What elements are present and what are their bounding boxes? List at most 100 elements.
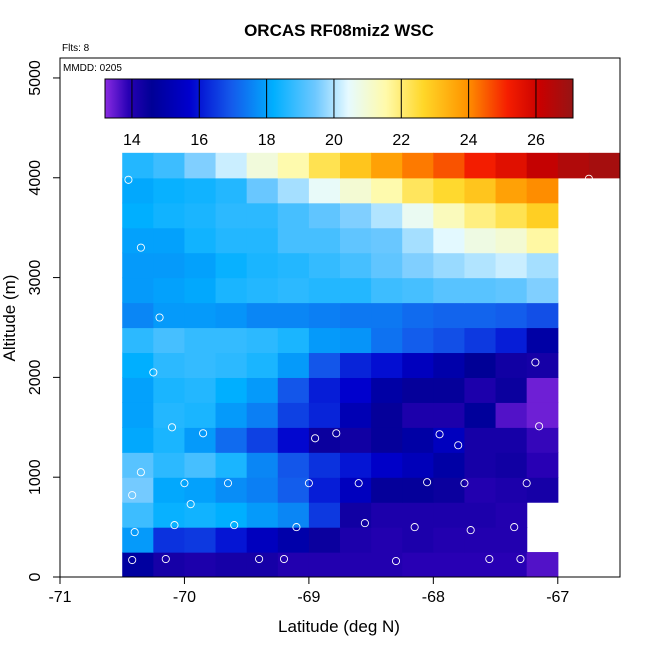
heatmap-cell: [215, 152, 248, 179]
heatmap-cell: [402, 327, 434, 354]
heatmap-cell: [184, 502, 217, 528]
heatmap-cell: [433, 202, 466, 229]
heatmap-cell: [277, 402, 310, 428]
heatmap-cell: [464, 427, 497, 453]
x-tick-label: -69: [297, 589, 320, 606]
sample-point: [149, 368, 158, 377]
sample-point: [311, 434, 320, 443]
heatmap-cell: [526, 177, 559, 204]
heatmap-cell: [246, 477, 279, 503]
sample-point: [155, 313, 164, 322]
heatmap-cell: [371, 177, 403, 204]
heatmap-cell: [464, 527, 497, 553]
heatmap-cell: [371, 552, 403, 577]
heatmap-cell: [464, 402, 497, 428]
heatmap-cell: [184, 452, 217, 478]
heatmap-cell: [246, 227, 279, 254]
heatmap-cell: [371, 202, 403, 229]
heatmap-cell: [184, 352, 217, 378]
y-tick-label: 2000: [27, 359, 44, 395]
heatmap-cell: [340, 202, 372, 229]
heatmap-cell: [308, 152, 341, 179]
heatmap-cell: [433, 377, 466, 403]
heatmap-cell: [277, 377, 310, 403]
heatmap-cell: [246, 502, 279, 528]
heatmap-cell: [526, 452, 559, 478]
heatmap-cell: [153, 227, 186, 254]
heatmap-cell: [402, 402, 434, 428]
heatmap-cell: [495, 327, 528, 354]
heatmap-cell: [153, 152, 186, 179]
flights-label: Flts: 8: [62, 43, 90, 54]
heatmap-cells: [122, 152, 620, 577]
heatmap-cell: [153, 202, 186, 229]
heatmap-cell: [433, 152, 466, 179]
colorbar-tick-label: 20: [325, 132, 343, 149]
heatmap-cell: [122, 452, 154, 478]
x-tick-label: -70: [173, 589, 196, 606]
heatmap-cell: [464, 477, 497, 503]
sample-point: [535, 422, 544, 431]
heatmap-cell: [308, 302, 341, 329]
heatmap-cell: [495, 427, 528, 453]
heatmap-cell: [308, 177, 341, 204]
heatmap-cell: [340, 302, 372, 329]
heatmap-cell: [464, 177, 497, 204]
heatmap-cell: [246, 427, 279, 453]
heatmap-cell: [371, 377, 403, 403]
heatmap-cell: [184, 327, 217, 354]
heatmap-cell: [153, 502, 186, 528]
y-tick-label: 1000: [27, 459, 44, 495]
sample-point: [136, 243, 145, 252]
heatmap-cell: [308, 277, 341, 304]
sample-point: [423, 478, 432, 487]
heatmap-cell: [340, 327, 372, 354]
heatmap-cell: [246, 402, 279, 428]
heatmap-cell: [433, 177, 466, 204]
sample-point: [531, 358, 540, 367]
y-tick-label: 4000: [27, 160, 44, 196]
heatmap-cell: [153, 352, 186, 378]
sample-point: [304, 479, 313, 488]
heatmap-cell: [122, 352, 154, 378]
heatmap-cell: [402, 502, 434, 528]
y-tick-label: 0: [27, 572, 44, 581]
sample-point: [136, 468, 145, 477]
heatmap-cell: [215, 427, 248, 453]
heatmap-cell: [215, 452, 248, 478]
heatmap-cell: [340, 552, 372, 577]
heatmap-cell: [184, 227, 217, 254]
heatmap-cell: [371, 427, 403, 453]
heatmap-cell: [340, 527, 372, 553]
heatmap-cell: [246, 302, 279, 329]
heatmap-cell: [277, 152, 310, 179]
heatmap-cell: [402, 352, 434, 378]
heatmap-cell: [277, 302, 310, 329]
heatmap-cell: [371, 327, 403, 354]
heatmap-cell: [464, 552, 497, 577]
x-axis-label: Latitude (deg N): [278, 617, 400, 636]
heatmap-cell: [308, 477, 341, 503]
heatmap-cell: [495, 352, 528, 378]
heatmap-cell: [402, 377, 434, 403]
heatmap-cell: [122, 252, 154, 279]
sample-point: [510, 523, 519, 532]
x-tick-label: -67: [546, 589, 569, 606]
heatmap-cell: [495, 552, 528, 577]
heatmap-cell: [433, 402, 466, 428]
heatmap-cell: [340, 502, 372, 528]
heatmap-cell: [495, 152, 528, 179]
heatmap-cell: [402, 277, 434, 304]
sample-point: [186, 500, 195, 509]
colorbar-tick-label: 26: [527, 132, 545, 149]
heatmap-cell: [277, 452, 310, 478]
heatmap-cell: [433, 252, 466, 279]
heatmap-cell: [340, 377, 372, 403]
sample-point: [522, 479, 531, 488]
heatmap-cell: [464, 202, 497, 229]
heatmap-cell: [402, 152, 434, 179]
heatmap-cell: [215, 527, 248, 553]
heatmap-cell: [153, 427, 186, 453]
colorbar-tick-label: 16: [190, 132, 208, 149]
